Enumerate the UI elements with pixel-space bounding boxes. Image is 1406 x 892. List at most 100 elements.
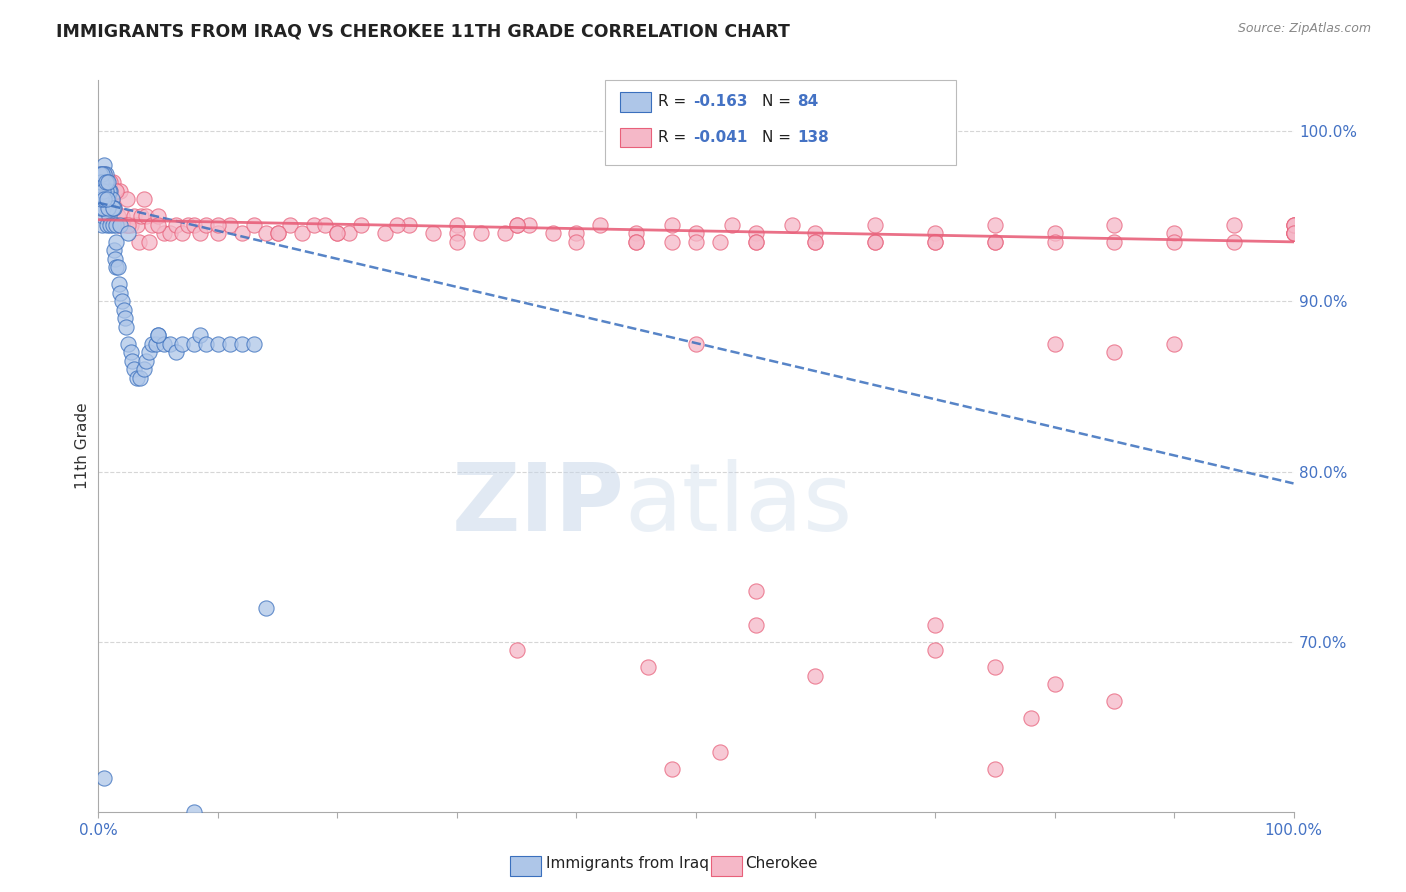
Point xyxy=(984,660,1007,674)
Point xyxy=(93,167,115,181)
Point xyxy=(924,235,946,249)
Point xyxy=(104,252,127,266)
Point xyxy=(745,227,768,241)
Point xyxy=(94,201,117,215)
Point xyxy=(115,192,138,206)
Point xyxy=(96,175,118,189)
Point xyxy=(138,345,160,359)
Point xyxy=(98,184,121,198)
Point xyxy=(148,328,170,343)
Point xyxy=(661,762,683,776)
Point xyxy=(446,235,468,249)
Point xyxy=(924,235,946,249)
Point xyxy=(709,235,731,249)
Point xyxy=(745,583,768,598)
Point xyxy=(1043,677,1066,691)
Point xyxy=(135,354,157,368)
Point xyxy=(506,643,529,657)
Point xyxy=(132,192,155,206)
Point xyxy=(745,235,768,249)
Point xyxy=(183,337,205,351)
Point xyxy=(131,210,153,224)
Point xyxy=(685,227,707,241)
Point xyxy=(1282,218,1305,232)
Point xyxy=(91,184,114,198)
Point xyxy=(804,235,827,249)
Point xyxy=(101,175,124,189)
Point xyxy=(626,235,648,249)
Point xyxy=(128,235,150,249)
Point xyxy=(91,184,114,198)
Point xyxy=(291,227,314,241)
Point xyxy=(745,617,768,632)
Point xyxy=(101,218,124,232)
Point xyxy=(685,235,707,249)
Point xyxy=(89,184,111,198)
Point xyxy=(90,192,112,206)
Point xyxy=(422,227,444,241)
Point xyxy=(865,235,887,249)
Point xyxy=(470,227,492,241)
Point xyxy=(188,227,211,241)
Point xyxy=(804,668,827,682)
Point xyxy=(111,210,134,224)
Point xyxy=(506,218,529,232)
Point xyxy=(243,337,266,351)
Point xyxy=(98,210,121,224)
Point xyxy=(101,201,124,215)
Point xyxy=(91,175,114,189)
Point xyxy=(254,227,277,241)
Point xyxy=(172,337,194,351)
Point xyxy=(1282,218,1305,232)
Point xyxy=(661,218,683,232)
Point xyxy=(243,218,266,232)
Point xyxy=(105,260,128,275)
Point xyxy=(89,167,111,181)
Point xyxy=(117,218,139,232)
Point xyxy=(117,218,139,232)
Point xyxy=(153,337,176,351)
Text: Cherokee: Cherokee xyxy=(745,856,818,871)
Text: -0.163: -0.163 xyxy=(693,95,748,109)
Point xyxy=(207,218,229,232)
Point xyxy=(93,192,115,206)
Point xyxy=(112,302,135,317)
Point xyxy=(1104,345,1126,359)
Point xyxy=(105,184,128,198)
Point xyxy=(267,227,290,241)
Point xyxy=(97,192,120,206)
Point xyxy=(90,175,112,189)
Point xyxy=(120,218,142,232)
Point xyxy=(91,210,114,224)
Point xyxy=(1282,227,1305,241)
Point xyxy=(105,184,128,198)
Point xyxy=(90,192,112,206)
Point xyxy=(108,285,131,300)
Text: N =: N = xyxy=(762,130,796,145)
Point xyxy=(183,218,205,232)
Point xyxy=(115,320,138,334)
Point xyxy=(94,175,117,189)
Point xyxy=(89,184,111,198)
Point xyxy=(302,218,325,232)
Point xyxy=(1163,337,1185,351)
Point xyxy=(315,218,337,232)
Point xyxy=(1223,218,1246,232)
Text: R =: R = xyxy=(658,95,692,109)
Point xyxy=(90,201,112,215)
Point xyxy=(93,158,115,172)
Point xyxy=(91,218,114,232)
Point xyxy=(91,192,114,206)
Point xyxy=(1043,235,1066,249)
Text: ZIP: ZIP xyxy=(451,458,624,550)
Point xyxy=(1104,218,1126,232)
Point xyxy=(685,337,707,351)
Point xyxy=(91,184,114,198)
Point xyxy=(94,175,117,189)
Point xyxy=(141,218,163,232)
Point xyxy=(195,218,218,232)
Point xyxy=(98,184,121,198)
Point xyxy=(89,167,111,181)
Point xyxy=(103,201,125,215)
Point xyxy=(103,201,125,215)
